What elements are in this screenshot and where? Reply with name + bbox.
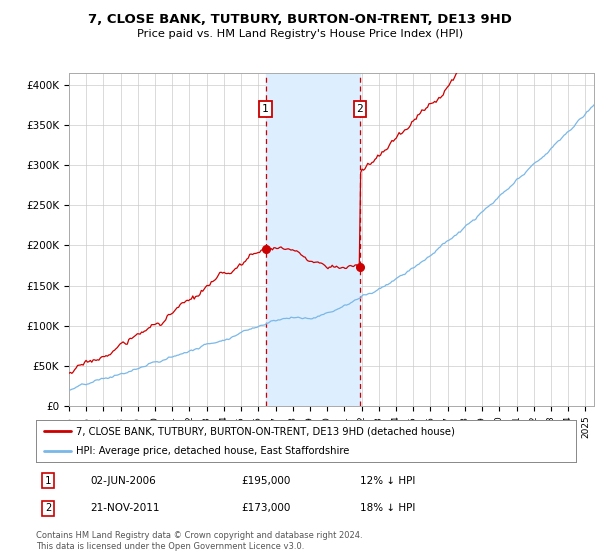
Text: 21-NOV-2011: 21-NOV-2011 — [90, 503, 160, 513]
Text: 2: 2 — [45, 503, 51, 513]
Text: 2: 2 — [356, 104, 363, 114]
Text: HPI: Average price, detached house, East Staffordshire: HPI: Average price, detached house, East… — [77, 446, 350, 456]
Text: 02-JUN-2006: 02-JUN-2006 — [90, 476, 156, 486]
Text: 1: 1 — [45, 476, 51, 486]
Text: Contains HM Land Registry data © Crown copyright and database right 2024.: Contains HM Land Registry data © Crown c… — [36, 531, 362, 540]
Text: £195,000: £195,000 — [241, 476, 290, 486]
Text: 7, CLOSE BANK, TUTBURY, BURTON-ON-TRENT, DE13 9HD (detached house): 7, CLOSE BANK, TUTBURY, BURTON-ON-TRENT,… — [77, 426, 455, 436]
Text: Price paid vs. HM Land Registry's House Price Index (HPI): Price paid vs. HM Land Registry's House … — [137, 29, 463, 39]
Text: £173,000: £173,000 — [241, 503, 290, 513]
Text: 18% ↓ HPI: 18% ↓ HPI — [360, 503, 415, 513]
Text: 1: 1 — [262, 104, 269, 114]
Text: This data is licensed under the Open Government Licence v3.0.: This data is licensed under the Open Gov… — [36, 542, 304, 550]
Text: 7, CLOSE BANK, TUTBURY, BURTON-ON-TRENT, DE13 9HD: 7, CLOSE BANK, TUTBURY, BURTON-ON-TRENT,… — [88, 13, 512, 26]
Text: 12% ↓ HPI: 12% ↓ HPI — [360, 476, 415, 486]
Bar — [266, 73, 360, 406]
